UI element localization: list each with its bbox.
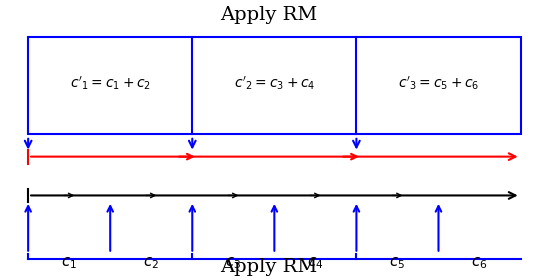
Text: $c'_1 = c_1 + c_2$: $c'_1 = c_1 + c_2$ (69, 74, 151, 92)
Text: $c_3$: $c_3$ (225, 256, 242, 271)
Text: $c_1$: $c_1$ (61, 256, 77, 271)
Text: $c'_3 = c_5 + c_6$: $c'_3 = c_5 + c_6$ (398, 74, 479, 92)
Text: Apply RM: Apply RM (221, 258, 317, 276)
Text: $c_5$: $c_5$ (390, 256, 406, 271)
Text: $c_4$: $c_4$ (307, 256, 324, 271)
Bar (28, 38, 521, 134)
Text: $c_6$: $c_6$ (471, 256, 488, 271)
Text: $c'_2 = c_3 + c_4$: $c'_2 = c_3 + c_4$ (233, 74, 315, 92)
Text: $c_2$: $c_2$ (143, 256, 159, 271)
Text: Apply RM: Apply RM (221, 6, 317, 24)
